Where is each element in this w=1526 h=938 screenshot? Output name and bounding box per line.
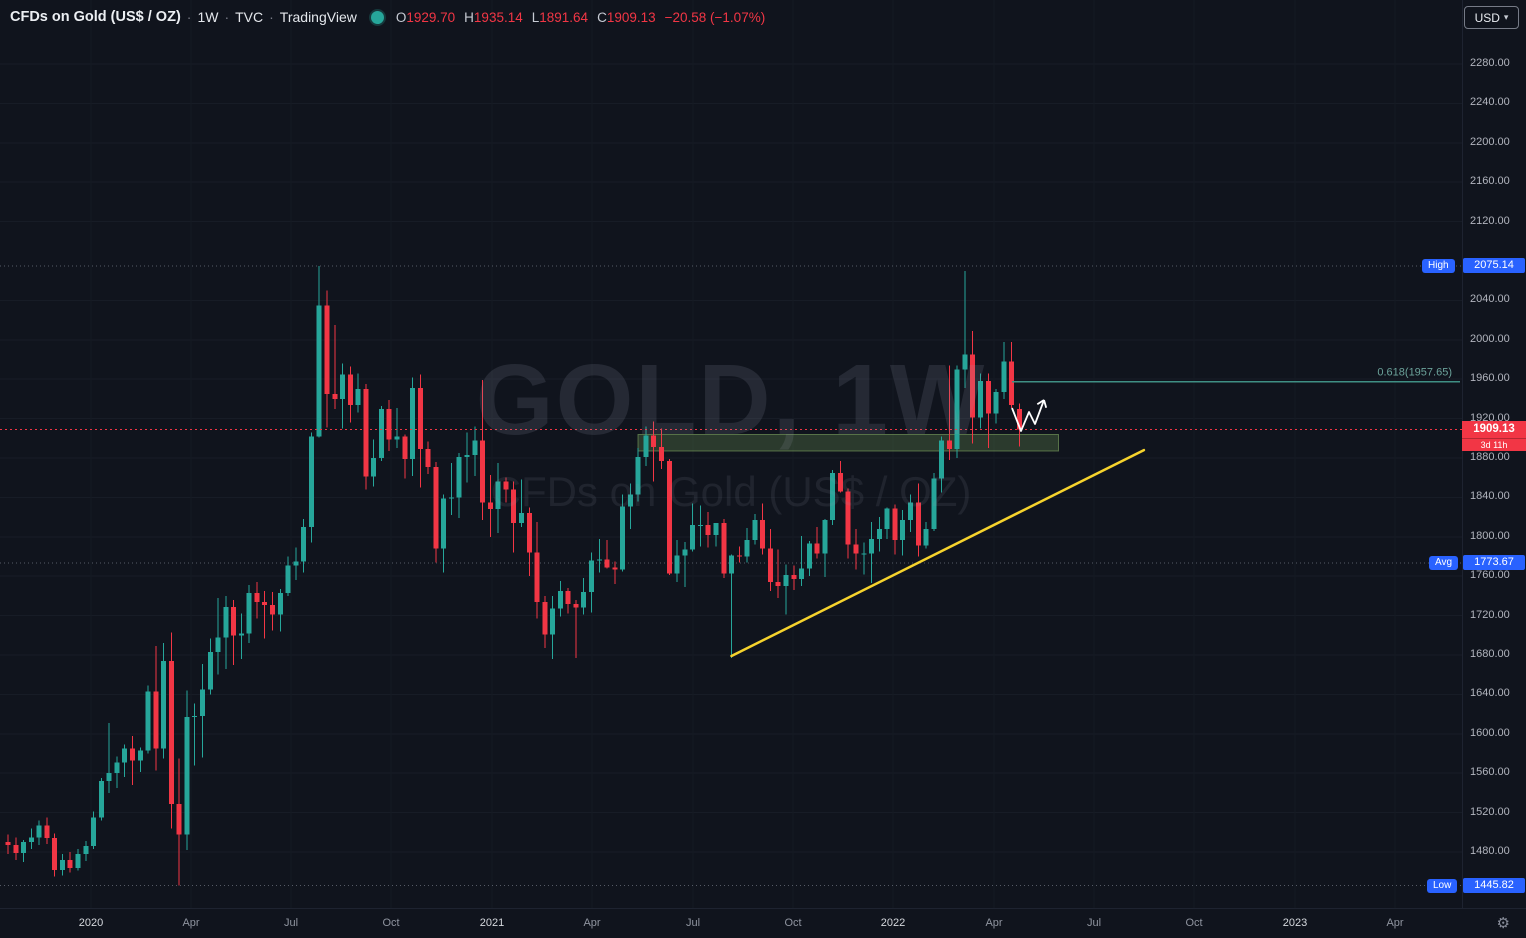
- last-price-badge: 1909.13: [1462, 421, 1526, 438]
- time-axis-label: Apr: [1386, 917, 1404, 929]
- time-axis[interactable]: ⚙ 2020 Apr Jul Oct 2021 Apr Jul Oct 2022 Apr Jul Oc…: [0, 908, 1526, 938]
- time-axis-label: Oct: [784, 917, 802, 929]
- time-axis-label: Apr: [182, 917, 200, 929]
- trendline: [730, 448, 1146, 658]
- separator: ·: [224, 9, 230, 25]
- price-axis-label: 1840.00: [1470, 490, 1510, 503]
- time-axis-label: 2020: [78, 917, 104, 929]
- avg-value-badge: 1773.67: [1463, 555, 1525, 570]
- time-axis-label: Oct: [382, 917, 400, 929]
- price-axis[interactable]: 2280.00 2240.00 2200.00 2160.00 2120.00 2040.…: [1462, 0, 1526, 908]
- high-value: H1935.14: [464, 9, 523, 25]
- gear-icon[interactable]: ⚙: [1496, 915, 1510, 932]
- price-axis-label: 1680.00: [1470, 648, 1510, 660]
- price-axis-label: 1520.00: [1470, 805, 1510, 818]
- price-axis-label: 2160.00: [1470, 175, 1510, 188]
- low-label-badge: Low: [1427, 879, 1458, 893]
- currency-toggle-button[interactable]: USD ▾: [1464, 6, 1519, 29]
- price-axis-label: 2120.00: [1470, 214, 1510, 227]
- time-axis-label: Jul: [283, 917, 299, 929]
- time-axis-label: Jul: [1086, 917, 1102, 929]
- time-axis-label: Oct: [1185, 917, 1203, 929]
- separator: ·: [186, 9, 192, 25]
- avg-label-badge: Avg: [1429, 556, 1459, 570]
- price-axis-label: 1480.00: [1470, 845, 1510, 857]
- low-value-badge: 1445.82: [1463, 878, 1525, 893]
- exchange-label: TVC: [235, 9, 264, 25]
- price-axis-label: 1760.00: [1470, 569, 1510, 582]
- price-axis-label: 1920.00: [1470, 411, 1510, 424]
- price-axis-label: 2200.00: [1470, 135, 1510, 148]
- time-axis-label: 2022: [880, 917, 906, 929]
- price-axis-label: 2240.00: [1470, 96, 1510, 109]
- price-axis-label: 1640.00: [1470, 687, 1510, 700]
- price-axis-label: 2040.00: [1470, 293, 1510, 306]
- high-label-badge: High: [1422, 259, 1455, 273]
- brand-label: TradingView: [279, 9, 357, 25]
- time-axis-label: 2021: [479, 917, 505, 929]
- price-axis-label: 1960.00: [1470, 372, 1510, 385]
- ohlc-values: O1929.70 H1935.14 L1891.64 C1909.13: [396, 10, 656, 25]
- price-axis-label: 1560.00: [1470, 766, 1510, 779]
- chevron-down-icon: ▾: [1503, 12, 1509, 22]
- price-axis-label: 2000.00: [1470, 332, 1510, 345]
- time-axis-label: Apr: [985, 917, 1003, 929]
- time-axis-label: Apr: [583, 917, 601, 929]
- separator: ·: [269, 9, 274, 25]
- time-axis-label: Jul: [685, 917, 701, 929]
- price-axis-label: 1600.00: [1470, 726, 1510, 739]
- currency-label: USD: [1474, 10, 1500, 25]
- open-value: O1929.70: [395, 9, 456, 25]
- price-axis-label: 2280.00: [1470, 57, 1510, 69]
- interval-label[interactable]: 1W: [197, 9, 219, 25]
- svg-text:0.618(1957.65): 0.618(1957.65): [1377, 367, 1452, 379]
- close-value: C1909.13: [597, 9, 656, 25]
- price-axis-label: 1800.00: [1470, 529, 1510, 542]
- price-change: −20.58 (−1.07%): [664, 9, 766, 25]
- time-axis-label: 2023: [1282, 917, 1308, 929]
- price-axis-label: 1880.00: [1470, 451, 1510, 463]
- symbol-title[interactable]: CFDs on Gold (US$ / OZ): [10, 9, 181, 25]
- projection-arrow: [1011, 399, 1045, 432]
- chart-legend[interactable]: CFDs on Gold (US$ / OZ) · 1W · TVC · Tra…: [10, 9, 765, 25]
- price-axis-label: 1720.00: [1470, 608, 1510, 621]
- support-zone: [637, 433, 1059, 452]
- high-value-badge: 2075.14: [1463, 258, 1525, 273]
- low-value: L1891.64: [531, 9, 589, 25]
- market-status-icon[interactable]: [370, 10, 384, 24]
- bar-countdown-badge: 3d 11h: [1462, 438, 1526, 451]
